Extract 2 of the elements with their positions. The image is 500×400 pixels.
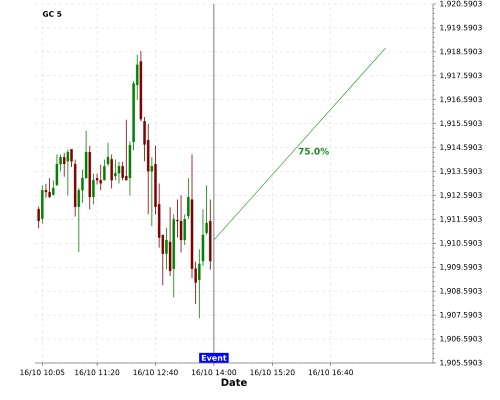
- annotation: 75.0%: [298, 148, 329, 155]
- x-axis-title: Date: [222, 378, 247, 386]
